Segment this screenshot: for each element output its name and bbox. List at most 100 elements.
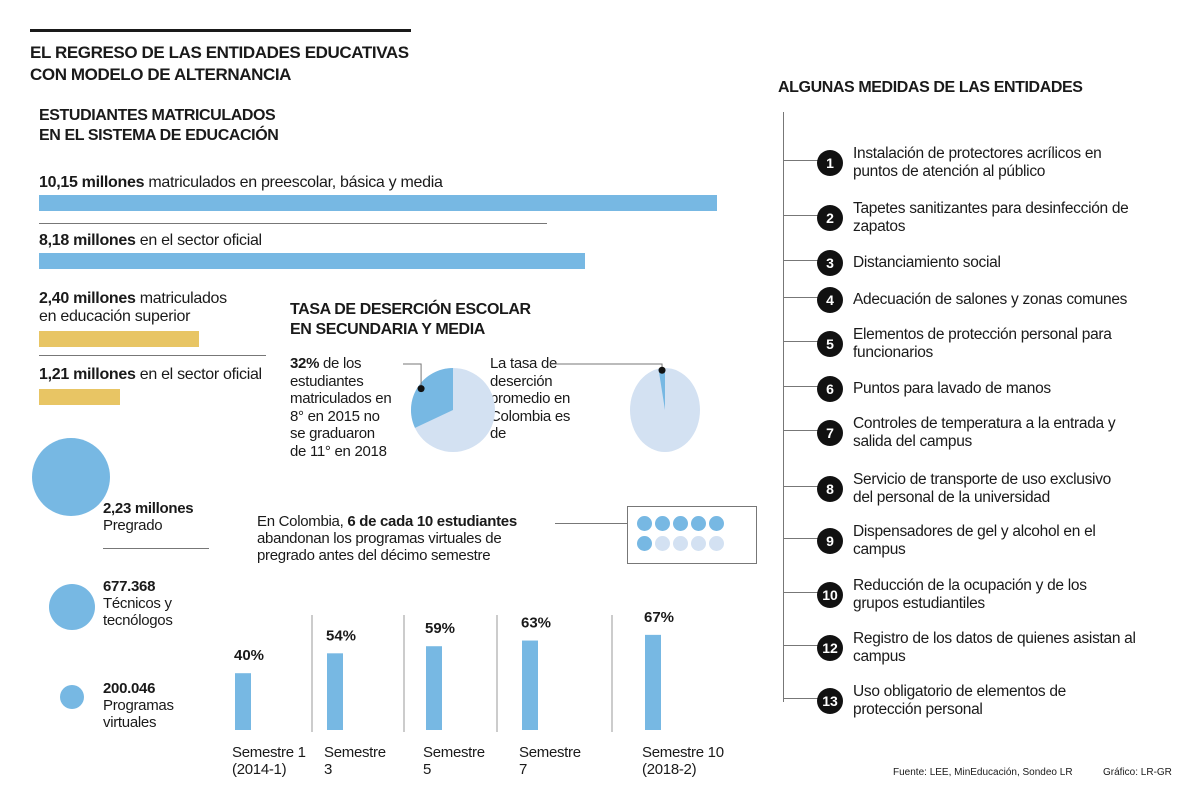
circle-label: 677.368 Técnicos y tecnólogos <box>103 578 173 629</box>
measure-number-badge: 10 <box>817 582 843 608</box>
measure-number-badge: 13 <box>817 688 843 714</box>
measure-text: Reducción de la ocupación y de los <box>853 577 1087 594</box>
desertion-pies <box>403 363 700 452</box>
measure-item: Instalación de protectores acrílicos en p… <box>853 145 1102 180</box>
circle-text: Programas <box>103 697 174 714</box>
virtual-line: En Colombia, 6 de cada 10 estudiantes <box>257 513 517 530</box>
title-line: EN SECUNDARIA Y MEDIA <box>290 321 485 338</box>
measure-text: salida del campus <box>853 432 972 450</box>
title-line: CON MODELO DE ALTERNANCIA <box>30 65 292 84</box>
measure-text: zapatos <box>853 217 906 235</box>
pie1-text-line: se graduaron <box>290 425 375 442</box>
pie1-text-line: 8° en 2015 no <box>290 407 380 425</box>
student-dot <box>655 516 670 531</box>
enrolled-text: matriculados <box>135 290 227 307</box>
measure-connector <box>783 386 819 387</box>
source-text: Fuente: LEE, MinEducación, Sondeo LR <box>893 767 1073 778</box>
bar <box>235 673 251 730</box>
measure-text: grupos estudiantiles <box>853 594 985 612</box>
enrolled-value: 8,18 millones <box>39 232 136 249</box>
measure-connector <box>783 341 819 342</box>
bar-category-label: Semestre 10 <box>642 744 724 761</box>
measure-connector <box>783 592 819 593</box>
enrolled-value: 1,21 millones <box>39 366 136 383</box>
circle-text: virtuales <box>103 714 157 731</box>
measure-text: Adecuación de salones y zonas comunes <box>853 290 1128 308</box>
bar-category-label: 7 <box>519 761 527 778</box>
pie1-text: 32% de los estudiantes matriculados en 8° e… <box>290 355 392 460</box>
measure-text: campus <box>853 540 906 558</box>
circle-text: Técnicos y <box>103 595 172 612</box>
desertion-title: TASA DE DESERCIÓN ESCOLAR EN SECUNDARIA … <box>290 300 531 340</box>
measure-text: protección personal <box>853 700 983 718</box>
measure-number-badge: 7 <box>817 420 843 446</box>
measure-connector <box>783 260 819 261</box>
measure-text: Registro de los datos de quienes asistan… <box>853 630 1136 647</box>
bar <box>327 653 343 730</box>
measure-connector <box>783 645 819 646</box>
divider <box>103 548 209 549</box>
bar-value-label: 40% <box>234 647 264 664</box>
student-dot <box>637 516 652 531</box>
title-line: TASA DE DESERCIÓN ESCOLAR <box>290 301 531 318</box>
circle-text: tecnólogos <box>103 612 173 629</box>
enrollment-circle <box>49 584 95 630</box>
enrolled-value: 10,15 millones <box>39 174 145 191</box>
circle-value: 200.046 <box>103 680 156 697</box>
measure-number-badge: 1 <box>817 150 843 176</box>
measure-number-badge: 2 <box>817 205 843 231</box>
measure-text: Controles de temperatura a la entrada y <box>853 415 1116 432</box>
measure-connector <box>783 430 819 431</box>
enrolled-bar <box>39 331 200 347</box>
circle-value: 677.368 <box>103 578 156 595</box>
bar <box>645 634 661 730</box>
measures-timeline <box>783 112 784 702</box>
credit-text: Gráfico: LR-GR <box>1103 767 1172 778</box>
measure-connector <box>783 160 819 161</box>
measure-number-badge: 12 <box>817 635 843 661</box>
measure-connector <box>783 538 819 539</box>
pie2-dot <box>658 366 666 374</box>
measure-text: Instalación de protectores acrílicos en <box>853 145 1102 162</box>
pie1-text-line: de 11° en 2018 <box>290 442 387 460</box>
dropout-bar-chart: 40%Semestre 1(2014-1)54%Semestre359%Seme… <box>232 609 724 778</box>
enrolled-label: 2,40 millones matriculados en educación s… <box>39 290 227 326</box>
pie2-text-line: Colombia es <box>490 407 571 425</box>
enrollment-circle <box>32 438 110 516</box>
enrolled-text: en educación superior <box>39 308 191 325</box>
enrolled-label: 8,18 millones en el sector oficial <box>39 232 262 250</box>
bar-value-label: 59% <box>425 620 455 637</box>
pie2-slice <box>658 368 665 410</box>
measure-connector <box>783 486 819 487</box>
measure-text: Elementos de protección personal para <box>853 326 1112 343</box>
bar-category-label: Semestre <box>519 744 581 761</box>
student-dot <box>691 516 706 531</box>
enrolled-title: ESTUDIANTES MATRICULADOS EN EL SISTEMA D… <box>39 106 279 146</box>
measure-number-badge: 8 <box>817 476 843 502</box>
pie2-leader <box>550 363 663 371</box>
student-dot <box>655 536 670 551</box>
title-line: EN EL SISTEMA DE EDUCACIÓN <box>39 127 279 144</box>
pie1-text-line: de los <box>319 355 362 372</box>
pie2-text-line: deserción <box>490 372 553 390</box>
measures-title: ALGUNAS MEDIDAS DE LAS ENTIDADES <box>778 79 1083 96</box>
student-dot <box>673 516 688 531</box>
measure-item: Registro de los datos de quienes asistan… <box>853 630 1136 665</box>
enrolled-text: en el sector oficial <box>135 232 262 249</box>
measure-number-badge: 4 <box>817 287 843 313</box>
divider <box>39 355 266 356</box>
virtual-line: abandonan los programas virtuales de <box>257 530 502 547</box>
enrolled-label: 10,15 millones matriculados en preescola… <box>39 174 443 192</box>
enrolled-bar <box>39 253 586 269</box>
divider <box>39 223 547 224</box>
bar-category-label: Semestre <box>423 744 485 761</box>
students-dots-box <box>627 506 757 564</box>
pie1-text-line: matriculados en <box>290 390 392 407</box>
main-title: EL REGRESO DE LAS ENTIDADES EDUCATIVAS C… <box>30 42 409 86</box>
pie2-text-line: promedio en <box>490 390 571 407</box>
virtual-leader <box>555 523 627 524</box>
enrolled-text: matriculados en preescolar, básica y med… <box>144 174 443 191</box>
measure-text: Servicio de transporte de uso exclusivo <box>853 471 1111 488</box>
circle-label: 2,23 millones Pregrado <box>103 500 194 534</box>
bar <box>426 646 442 730</box>
